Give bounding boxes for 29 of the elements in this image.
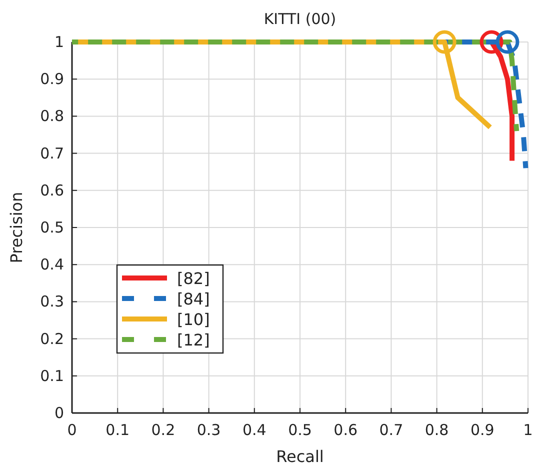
y-tick-label: 0.3 xyxy=(40,292,64,311)
y-axis-title: Precision xyxy=(7,192,26,264)
x-tick-label: 0 xyxy=(67,421,77,439)
y-tick-label: 0.7 xyxy=(40,144,64,162)
y-tick-label: 0.4 xyxy=(40,256,64,274)
x-tick-label: 0.7 xyxy=(379,421,404,439)
x-tick-label: 0.1 xyxy=(106,421,130,439)
x-tick-label: 0.8 xyxy=(424,421,449,439)
y-tick-label: 0.9 xyxy=(40,70,64,88)
chart-title: KITTI (00) xyxy=(264,10,336,28)
y-tick-label: 0 xyxy=(54,404,64,422)
y-tick-label: 0.6 xyxy=(40,181,64,200)
x-tick-label: 0.5 xyxy=(288,421,312,439)
x-tick-label: 0.3 xyxy=(196,421,221,439)
x-tick-label: 0.6 xyxy=(334,421,358,439)
x-tick-label: 0.2 xyxy=(151,421,176,439)
x-tick-label: 0.9 xyxy=(470,421,494,439)
legend-label: [82] xyxy=(177,269,210,288)
legend-label: [12] xyxy=(177,330,210,350)
y-tick-label: 0.2 xyxy=(40,330,64,348)
y-tick-label: 0.1 xyxy=(40,366,64,385)
y-tick-label: 0.8 xyxy=(40,107,64,126)
x-tick-label: 1 xyxy=(523,421,533,439)
legend-label: [10] xyxy=(177,310,210,329)
y-tick-label: 0.5 xyxy=(40,218,64,236)
x-tick-label: 0.4 xyxy=(242,421,266,439)
y-tick-label: 1 xyxy=(54,33,64,51)
x-axis-title: Recall xyxy=(276,447,324,466)
legend-label: [84] xyxy=(177,290,210,308)
